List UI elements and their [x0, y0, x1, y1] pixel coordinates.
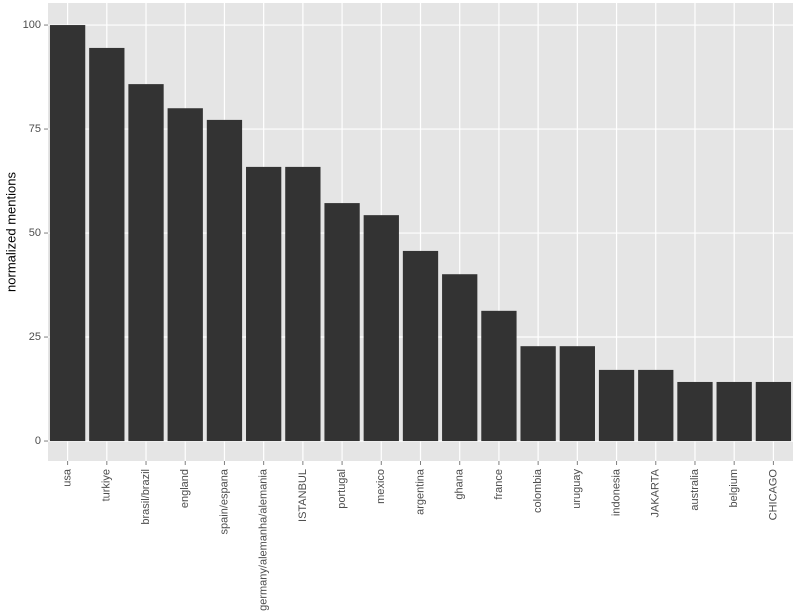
bar — [128, 84, 164, 442]
bar — [520, 346, 556, 442]
x-tick-label: england — [179, 469, 191, 508]
x-tick-label: turkiye — [101, 469, 113, 501]
y-tick-label: 0 — [35, 435, 41, 447]
x-tick-label: australia — [689, 468, 701, 510]
x-tick-label: ISTANBUL — [297, 469, 309, 522]
bar — [442, 274, 478, 442]
x-tick-label: indonesia — [610, 468, 622, 516]
bar — [167, 108, 203, 442]
bar — [206, 119, 243, 442]
bar — [49, 25, 86, 442]
bar — [677, 381, 713, 442]
bar — [598, 369, 635, 442]
x-tick-label: argentina — [414, 468, 426, 515]
bar — [363, 215, 399, 442]
x-tick-label: spain/espana — [218, 468, 230, 534]
bar — [481, 310, 517, 442]
x-tick-label: ghana — [454, 468, 466, 499]
bar — [324, 203, 360, 442]
bar — [285, 166, 321, 442]
bar — [716, 381, 752, 442]
x-tick-label: colombia — [532, 468, 544, 513]
x-tick-label: portugal — [336, 469, 348, 509]
x-tick-label: CHICAGO — [767, 469, 779, 521]
bar — [89, 47, 125, 442]
y-tick-label: 50 — [29, 227, 41, 239]
x-tick-label: belgium — [728, 469, 740, 508]
x-tick-label: france — [493, 469, 505, 500]
x-tick-label: JAKARTA — [650, 468, 662, 517]
y-tick-label: 75 — [29, 123, 41, 135]
y-tick-label: 25 — [29, 331, 41, 343]
x-tick-label: usa — [62, 468, 74, 487]
x-tick-label: mexico — [375, 469, 387, 504]
bar — [402, 250, 439, 442]
x-tick-label: germany/alemanha/alemania — [258, 468, 270, 611]
x-tick-label: uruguay — [571, 469, 583, 509]
bar — [246, 166, 282, 442]
y-tick-label: 100 — [23, 19, 41, 31]
x-tick-label: brasil/brazil — [140, 469, 152, 525]
bar — [755, 381, 792, 442]
y-axis-label: normalized mentions — [3, 172, 18, 292]
bar — [638, 369, 674, 442]
bar — [559, 346, 595, 442]
